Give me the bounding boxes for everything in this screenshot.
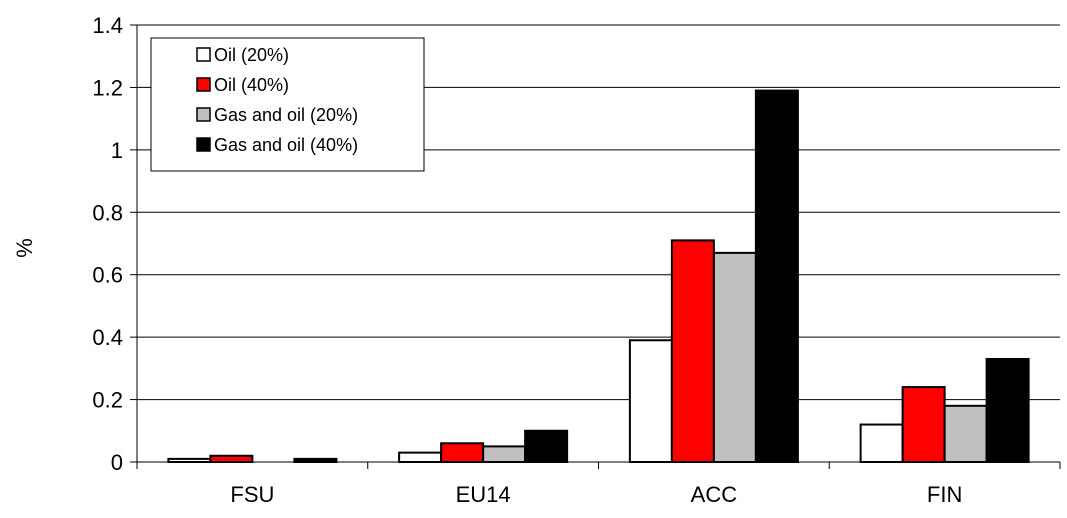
- y-tick-label: 0: [111, 450, 123, 475]
- y-tick-label: 0.4: [92, 325, 123, 350]
- y-tick-label: 1.4: [92, 13, 123, 38]
- x-tick-label: ACC: [691, 482, 738, 507]
- legend: Oil (20%) Oil (40%) Gas and oil (20%) Gas a…: [150, 37, 425, 172]
- bars: [167, 89, 1030, 464]
- bar-eu14-series-3: [482, 445, 527, 463]
- bar-eu14-series-4: [524, 429, 569, 463]
- bar-acc-series-1: [628, 339, 673, 463]
- legend-swatch: [196, 47, 211, 62]
- bar-acc-series-2: [670, 239, 715, 463]
- y-tick-labels: 0 0.2 0.4 0.6 0.8 1 1.2 1.4: [92, 13, 123, 475]
- legend-swatch: [196, 107, 211, 122]
- legend-label: Gas and oil (20%): [214, 105, 358, 125]
- bar-fin-series-2: [901, 386, 946, 464]
- x-tick-labels: FSU EU14 ACC FIN: [230, 482, 962, 507]
- bar-fin-series-4: [985, 357, 1030, 463]
- legend-swatch: [196, 77, 211, 92]
- y-tick-label: 0.6: [92, 263, 123, 288]
- bar-fsu-series-2: [209, 454, 254, 463]
- legend-swatch: [196, 137, 211, 152]
- y-tick-label: 1: [111, 138, 123, 163]
- x-tick-label: EU14: [456, 482, 511, 507]
- bar-eu14-series-2: [440, 442, 485, 463]
- bar-fin-series-3: [943, 404, 988, 464]
- legend-label: Oil (40%): [214, 75, 289, 95]
- legend-label: Gas and oil (40%): [214, 135, 358, 155]
- bar-eu14-series-1: [398, 451, 443, 463]
- y-tick-label: 0.2: [92, 388, 123, 413]
- y-tick-label: 1.2: [92, 75, 123, 100]
- bar-acc-series-4: [754, 89, 799, 464]
- legend-label: Oil (20%): [214, 45, 289, 65]
- x-tick-label: FIN: [927, 482, 962, 507]
- y-tick-label: 0.8: [92, 200, 123, 225]
- x-tick-label: FSU: [230, 482, 274, 507]
- axes: [130, 24, 1061, 469]
- bar-fin-series-1: [859, 423, 904, 463]
- bar-acc-series-3: [712, 251, 757, 463]
- y-axis-label: %: [12, 238, 37, 258]
